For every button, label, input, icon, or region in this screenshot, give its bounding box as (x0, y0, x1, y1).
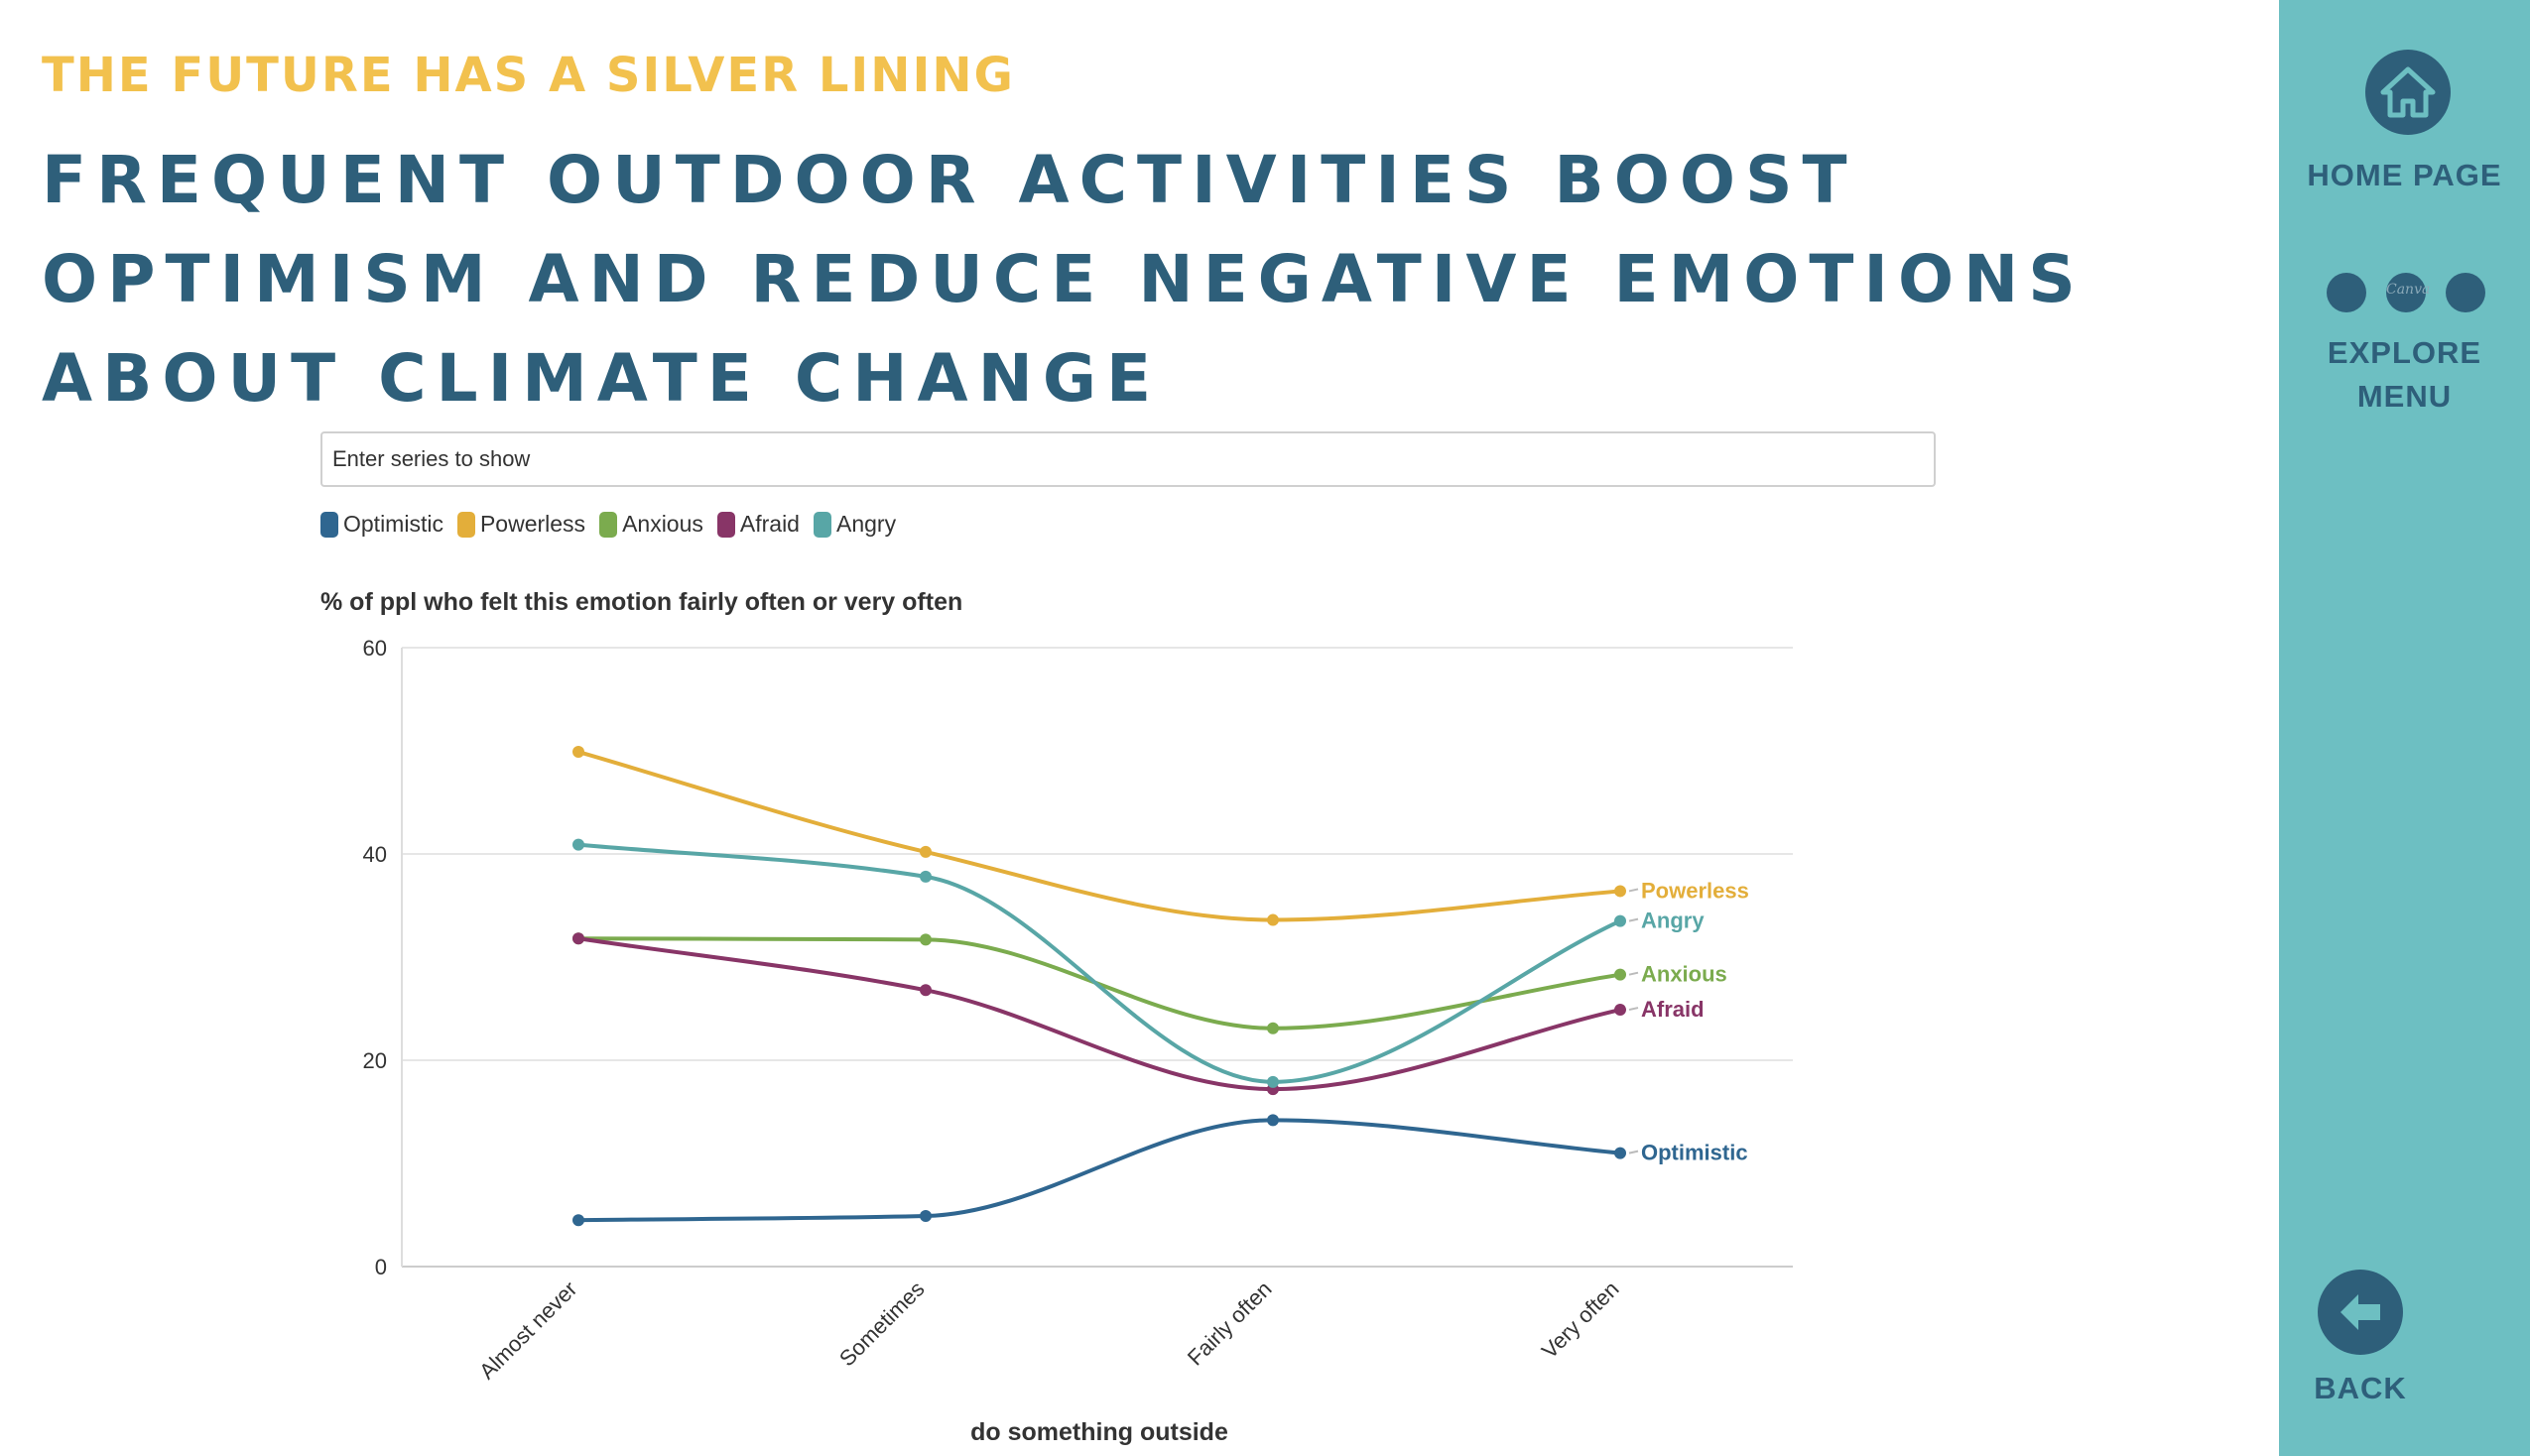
chart-title: % of ppl who felt this emotion fairly of… (320, 588, 962, 616)
series-line-anxious (577, 936, 1621, 1031)
y-tick-label: 20 (363, 1048, 387, 1073)
data-point-angry (572, 838, 584, 851)
home-button[interactable] (2365, 50, 2451, 135)
home-page-label[interactable]: HOME PAGE (2307, 158, 2502, 192)
legend-item-angry[interactable]: Angry (813, 511, 897, 538)
series-end-label-afraid: Afraid (1641, 997, 1705, 1022)
y-axis-ticks: 0 20 40 60 (363, 636, 387, 1279)
data-point-afraid (920, 984, 932, 997)
menu-dot-icon (2446, 273, 2485, 312)
data-point-anxious (920, 933, 932, 946)
home-icon (2380, 66, 2436, 118)
series-end-labels: Optimistic Powerless Anxious Afraid Angry (1628, 878, 1749, 1165)
label-leader (1628, 1150, 1639, 1154)
data-point-powerless (572, 746, 584, 759)
data-point-anxious (1267, 1022, 1279, 1034)
line-chart: % of ppl who felt this emotion fairly of… (320, 588, 1793, 1446)
legend-label: Powerless (479, 511, 586, 537)
legend-item-afraid[interactable]: Afraid (716, 511, 800, 538)
data-point-afraid (572, 932, 584, 945)
explore-label-line: EXPLORE (2327, 335, 2482, 370)
legend-label: Anxious (622, 511, 703, 537)
legend-item-powerless[interactable]: Powerless (456, 511, 586, 538)
legend-item-optimistic[interactable]: Optimistic (320, 511, 443, 538)
grid (401, 647, 1793, 1268)
series-line-angry (577, 842, 1621, 1084)
canva-logo-text: Canva (2386, 282, 2431, 298)
page-title-line: Frequent outdoor activities boost (42, 142, 1857, 218)
explore-menu-label[interactable]: EXPLORE MENU (2279, 331, 2530, 419)
back-button[interactable] (2318, 1270, 2403, 1355)
y-tick-label: 40 (363, 842, 387, 867)
label-leader (1628, 917, 1639, 922)
label-leader (1628, 971, 1639, 976)
back-arrow-icon (2340, 1294, 2380, 1330)
data-point-powerless (1614, 885, 1626, 898)
series-line-optimistic (577, 1118, 1621, 1223)
x-tick-label: Sometimes (834, 1276, 929, 1371)
series-filter-input[interactable] (320, 431, 1936, 487)
x-axis-ticks: Almost never Sometimes Fairly often Very of… (474, 1276, 1623, 1384)
page-title-line: about climate change (42, 340, 1162, 417)
sidebar (2279, 0, 2530, 1456)
page-title-line: optimism and reduce negative emotions (42, 241, 2086, 317)
legend-swatch (716, 511, 735, 538)
chart-legend: Optimistic Powerless Anxious Afraid Angr… (320, 511, 896, 538)
data-point-angry (920, 870, 932, 883)
y-tick-label: 60 (363, 636, 387, 661)
menu-dot-icon (2327, 273, 2366, 312)
canva-logo: Canva (2386, 273, 2431, 312)
explore-label-line: MENU (2356, 379, 2453, 414)
series-end-label-angry: Angry (1641, 909, 1705, 933)
series-end-label-optimistic: Optimistic (1641, 1141, 1748, 1165)
data-point-optimistic (1614, 1147, 1626, 1159)
data-point-optimistic (920, 1210, 932, 1223)
back-label[interactable]: BACK (2314, 1371, 2407, 1405)
legend-swatch (320, 511, 338, 538)
data-point-anxious (1614, 968, 1626, 981)
x-axis-title: do something outside (970, 1418, 1228, 1446)
x-tick-label: Fairly often (1183, 1276, 1277, 1371)
data-point-afraid (1614, 1004, 1626, 1017)
explore-menu-dots[interactable]: Canva (2327, 273, 2485, 312)
supertitle: The future has a silver lining (42, 48, 1015, 103)
data-point-angry (1614, 914, 1626, 927)
data-point-optimistic (1267, 1114, 1279, 1127)
x-tick-label: Very often (1537, 1276, 1624, 1364)
page-title: Frequent outdoor activities boost optimi… (42, 131, 2086, 428)
legend-item-anxious[interactable]: Anxious (599, 511, 703, 538)
label-leader (1628, 888, 1639, 893)
legend-label: Optimistic (343, 511, 443, 537)
data-point-powerless (1267, 913, 1279, 926)
legend-label: Angry (835, 511, 897, 537)
x-tick-label: Almost never (474, 1276, 581, 1384)
data-point-optimistic (572, 1214, 584, 1227)
y-tick-label: 0 (375, 1255, 387, 1279)
series-points (572, 746, 1626, 1227)
data-point-angry (1267, 1075, 1279, 1088)
data-point-powerless (920, 845, 932, 858)
series-end-label-powerless: Powerless (1641, 878, 1749, 903)
legend-swatch (456, 511, 475, 538)
legend-label: Afraid (739, 511, 800, 537)
series-end-label-anxious: Anxious (1641, 962, 1727, 987)
series-lines (577, 750, 1621, 1223)
legend-swatch (599, 511, 618, 538)
series-line-powerless (577, 750, 1621, 922)
label-leader (1628, 1007, 1639, 1012)
legend-swatch (813, 511, 831, 538)
series-line-afraid (577, 936, 1621, 1092)
